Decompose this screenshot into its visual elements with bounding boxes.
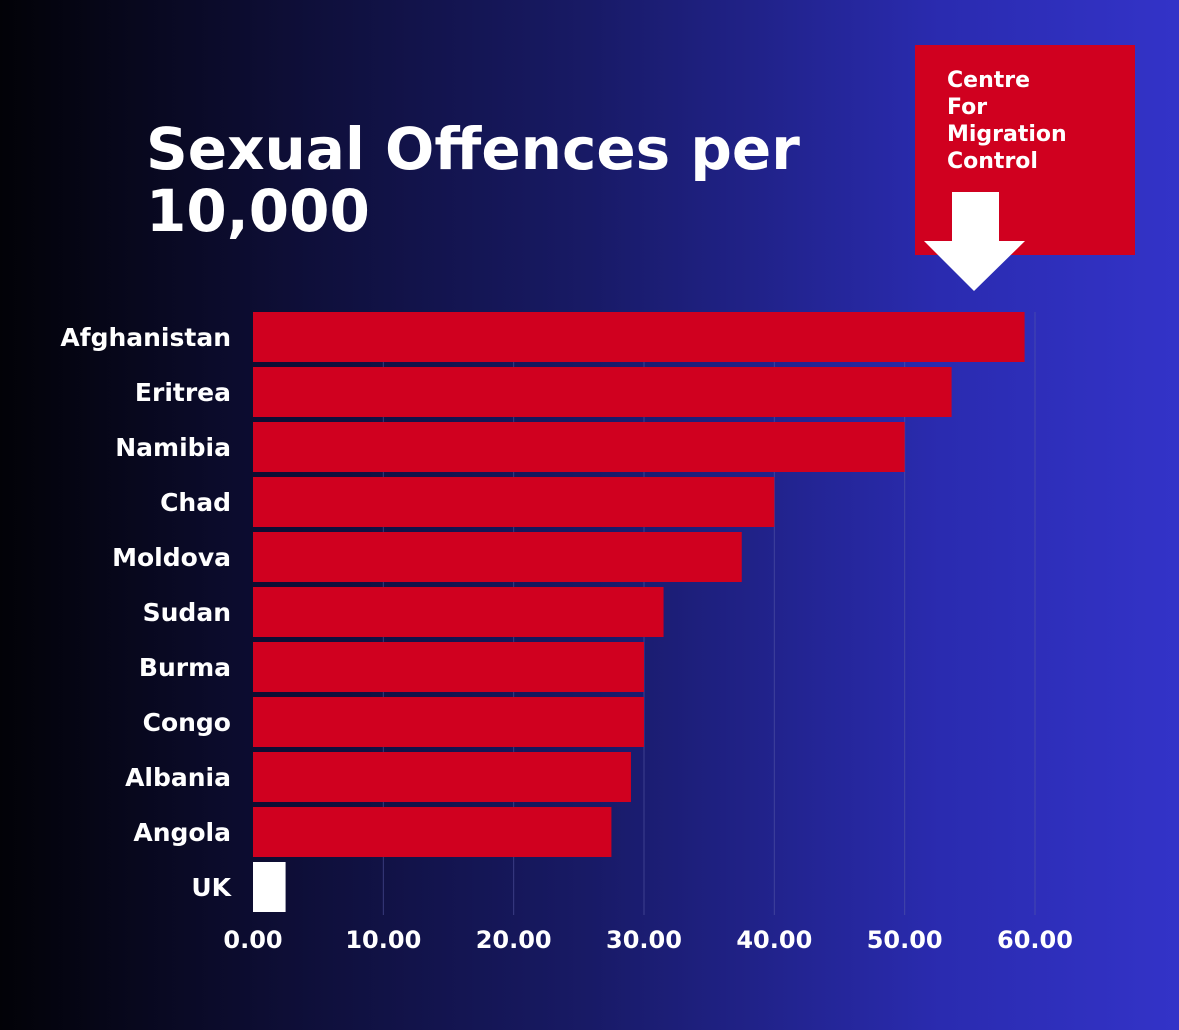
bar-afghanistan xyxy=(253,312,1025,362)
x-tick-label: 50.00 xyxy=(867,926,943,954)
category-label: UK xyxy=(191,873,232,902)
bar-angola xyxy=(253,807,612,857)
bar-uk xyxy=(253,862,286,912)
category-label: Angola xyxy=(133,818,231,847)
category-label: Sudan xyxy=(143,598,231,627)
category-label: Burma xyxy=(139,653,231,682)
x-axis-ticks: 0.00 10.00 20.00 30.00 40.00 50.00 60.00 xyxy=(223,926,1073,954)
category-label: Eritrea xyxy=(135,378,231,407)
category-label: Chad xyxy=(160,488,231,517)
x-tick-label: 40.00 xyxy=(736,926,812,954)
bar-chad xyxy=(253,477,775,527)
chart-title: Sexual Offences per 10,000 xyxy=(146,115,800,245)
category-label: Namibia xyxy=(115,433,231,462)
bar-burma xyxy=(253,642,644,692)
x-tick-label: 60.00 xyxy=(997,926,1073,954)
bar-albania xyxy=(253,752,631,802)
arrow-down-icon xyxy=(924,192,1025,291)
x-tick-label: 0.00 xyxy=(223,926,282,954)
category-labels: Afghanistan Eritrea Namibia Chad Moldova Suda… xyxy=(60,323,232,902)
x-tick-label: 20.00 xyxy=(476,926,552,954)
category-label: Albania xyxy=(125,763,231,792)
category-label: Congo xyxy=(143,708,231,737)
logo-box: Centre For Migration Control xyxy=(915,45,1135,291)
category-label: Afghanistan xyxy=(60,323,231,352)
x-tick-label: 30.00 xyxy=(606,926,682,954)
bar-moldova xyxy=(253,532,742,582)
logo-text: Centre For Migration Control xyxy=(947,68,1067,174)
category-label: Moldova xyxy=(112,543,231,572)
bar-congo xyxy=(253,697,644,747)
bars xyxy=(253,312,1025,912)
bar-eritrea xyxy=(253,367,952,417)
x-tick-label: 10.00 xyxy=(345,926,421,954)
bar-sudan xyxy=(253,587,664,637)
bar-namibia xyxy=(253,422,905,472)
